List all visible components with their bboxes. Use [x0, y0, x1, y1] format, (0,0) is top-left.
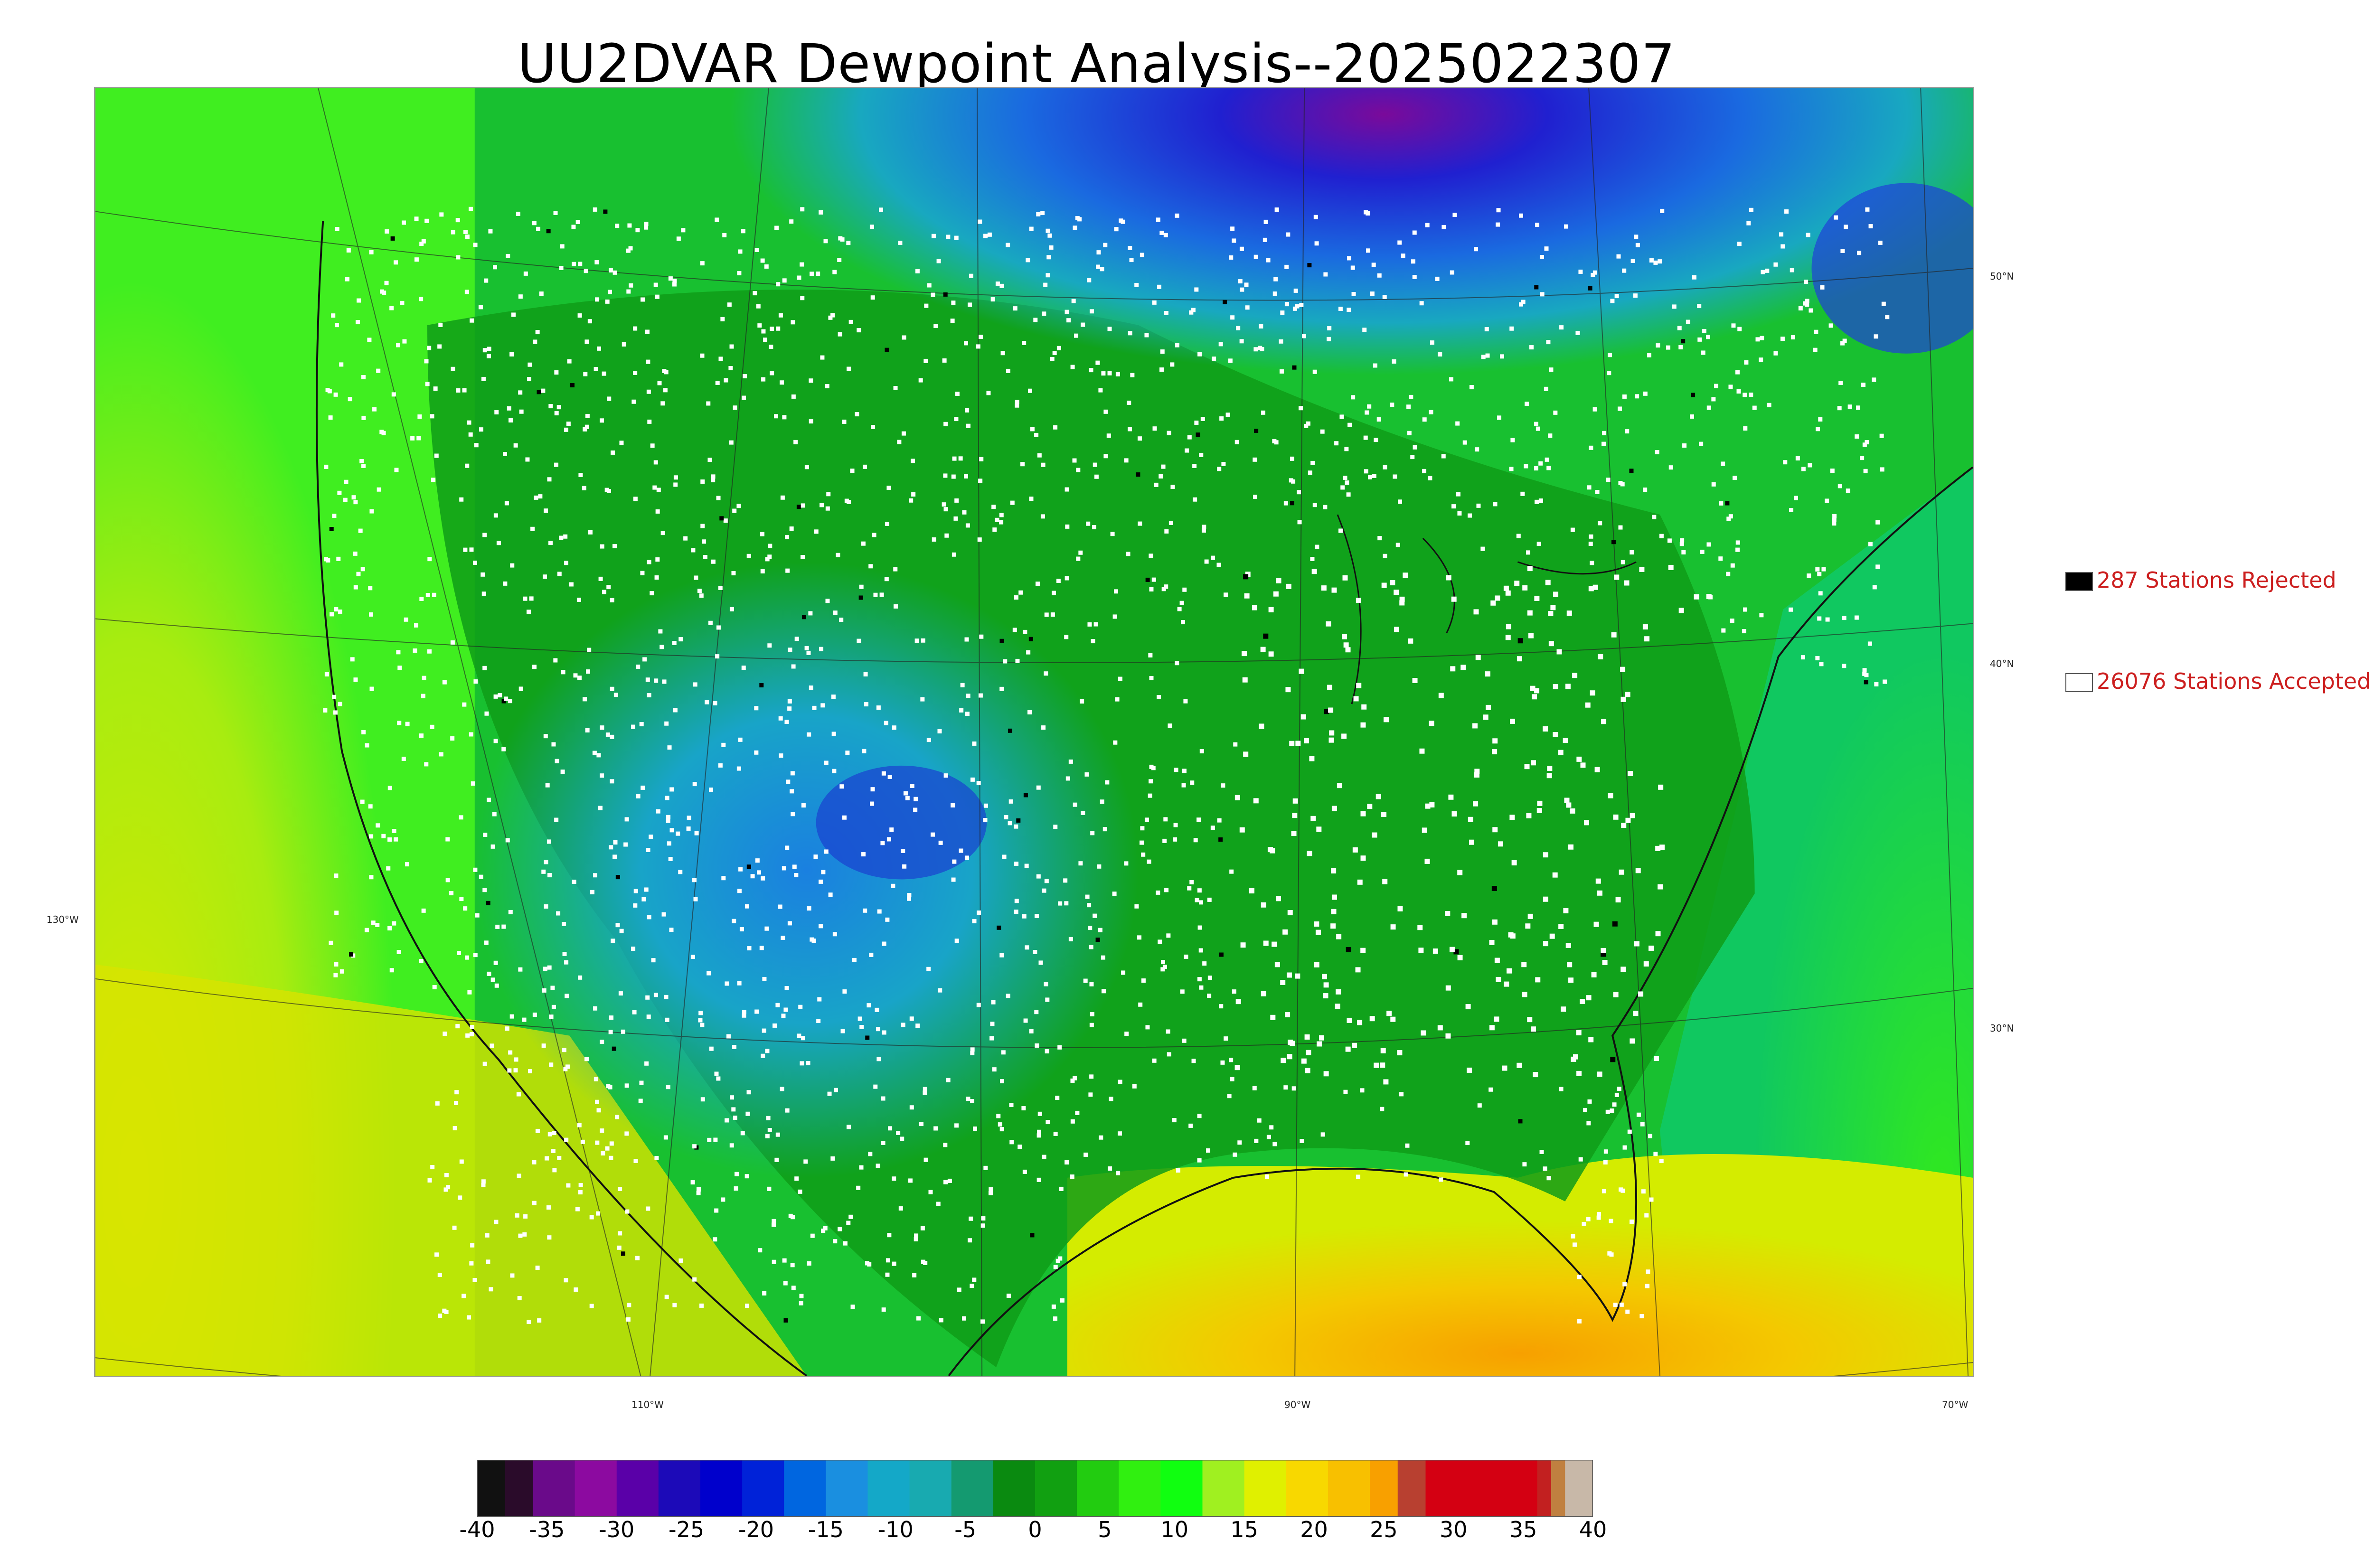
- colorado-dry-pocket: [816, 765, 987, 880]
- colorbar-segment: [533, 1460, 575, 1517]
- colorbar-tick-label: 40: [1579, 1517, 1607, 1542]
- colorbar-tick-label: -5: [954, 1517, 977, 1542]
- quebec-cold: [1811, 183, 1973, 354]
- colorbar-segment: [826, 1460, 868, 1517]
- colorbar-segment: [1035, 1460, 1078, 1517]
- lon-label-70: 70°W: [1942, 1399, 1969, 1410]
- lon-label-110: 110°W: [631, 1399, 664, 1410]
- colorbar-tick-label: 10: [1160, 1517, 1189, 1542]
- colorbar-tick-label: 35: [1509, 1517, 1537, 1542]
- colorbar-segment: [909, 1460, 952, 1517]
- colorbar-segment: [951, 1460, 994, 1517]
- colorbar-segment: [616, 1460, 659, 1517]
- colorbar-segment: [784, 1460, 827, 1517]
- colorbar-segment: [575, 1460, 617, 1517]
- colorbar-tick-label: -30: [599, 1517, 635, 1542]
- colorbar-segment: [477, 1460, 506, 1517]
- canada-cold-air: [664, 88, 1973, 610]
- colorbar-segment: [1565, 1460, 1593, 1517]
- rejected-label: 287 Stations Rejected: [2097, 567, 2336, 593]
- colorbar-tick-label: -20: [738, 1517, 774, 1542]
- colorbar-segment: [1551, 1460, 1566, 1517]
- colorbar-tick-label: -40: [459, 1517, 495, 1542]
- colorbar-segment: [1077, 1460, 1120, 1517]
- lat-label-40: 40°N: [1990, 658, 2014, 669]
- colorbar-tick-label: -35: [529, 1517, 565, 1542]
- lon-line-110: [650, 88, 769, 1376]
- dewpoint-map: 50°N 40°N 30°N: [94, 87, 2014, 1377]
- colorbar-tick-label: 5: [1098, 1517, 1112, 1542]
- colorbar-segment: [1537, 1460, 1552, 1517]
- western-dry-air: [474, 562, 1139, 1178]
- lat-line-40: [95, 618, 1973, 663]
- colorbar-tick-label: 15: [1230, 1517, 1258, 1542]
- colorbar-tick-label: 20: [1300, 1517, 1328, 1542]
- map-canvas: [95, 88, 1973, 1376]
- lat-label-50: 50°N: [1990, 271, 2014, 282]
- lon-line-100: [977, 88, 983, 1376]
- colorbar-segment: [505, 1460, 534, 1517]
- colorbar-segment: [1328, 1460, 1370, 1517]
- colorbar-tick-label: -15: [808, 1517, 844, 1542]
- atlantic-ocean: [1660, 467, 1973, 1376]
- lon-line-120: [318, 88, 641, 1376]
- colorbar-segment: [1160, 1460, 1203, 1517]
- lat-line-50: [95, 211, 1973, 301]
- colorbar-tick-label: 30: [1439, 1517, 1468, 1542]
- colorbar-segment: [1370, 1460, 1398, 1517]
- pacific-warm: [95, 964, 807, 1376]
- colorbar-segment: [1244, 1460, 1287, 1517]
- colorbar-tick-label: -25: [669, 1517, 705, 1542]
- colorbar-segment: [1397, 1460, 1426, 1517]
- lat-label-30: 30°N: [1990, 1023, 2014, 1034]
- colorbar-segment: [1425, 1460, 1510, 1517]
- accepted-label: 26076 Stations Accepted: [2097, 668, 2371, 694]
- colorbar-tick-label: 0: [1028, 1517, 1042, 1542]
- accepted-swatch: [2065, 673, 2093, 692]
- colorbar: [477, 1460, 1593, 1517]
- lon-label-90: 90°W: [1284, 1399, 1311, 1410]
- coastline: [315, 221, 1973, 1376]
- colorbar-segment: [1509, 1460, 1538, 1517]
- colorbar-segment: [658, 1460, 701, 1517]
- colorbar-segment: [700, 1460, 743, 1517]
- colorbar-segment: [1202, 1460, 1245, 1517]
- colorbar-segment: [867, 1460, 910, 1517]
- colorbar-segment: [1119, 1460, 1161, 1517]
- lon-line-70: [1920, 88, 1969, 1376]
- map-title: UU2DVAR Dewpoint Analysis--2025022307: [518, 33, 1676, 95]
- colorbar-segment: [993, 1460, 1036, 1517]
- rejected-swatch: [2065, 572, 2093, 591]
- colorbar-tick-label: -10: [877, 1517, 914, 1542]
- station-markers: [323, 207, 1890, 1324]
- colorbar-tick-label: 25: [1370, 1517, 1398, 1542]
- lon-line-80: [1588, 88, 1660, 1376]
- lon-label-130: 130°W: [47, 914, 79, 925]
- great-lakes-outline: [1337, 514, 1637, 704]
- colorbar-segment: [742, 1460, 785, 1517]
- gulf-of-mexico: [1067, 1154, 1973, 1376]
- colorbar-segment: [1286, 1460, 1328, 1517]
